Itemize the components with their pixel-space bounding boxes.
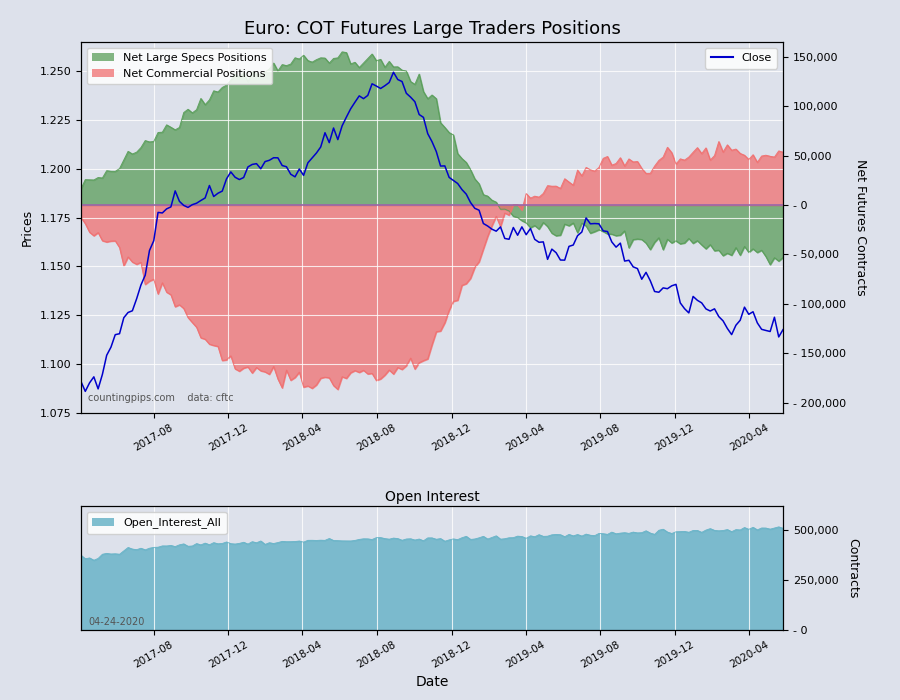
- Legend: Close: Close: [705, 48, 778, 69]
- Y-axis label: Prices: Prices: [21, 209, 34, 246]
- Title: Euro: COT Futures Large Traders Positions: Euro: COT Futures Large Traders Position…: [244, 20, 620, 38]
- Y-axis label: Net Futures Contracts: Net Futures Contracts: [854, 159, 867, 295]
- Legend: Open_Interest_All: Open_Interest_All: [86, 512, 227, 534]
- Text: 04-24-2020: 04-24-2020: [88, 617, 144, 627]
- Title: Open Interest: Open Interest: [384, 490, 480, 504]
- Y-axis label: Contracts: Contracts: [846, 538, 860, 598]
- Text: Date: Date: [415, 675, 449, 689]
- Text: countingpips.com    data: cftc: countingpips.com data: cftc: [88, 393, 234, 403]
